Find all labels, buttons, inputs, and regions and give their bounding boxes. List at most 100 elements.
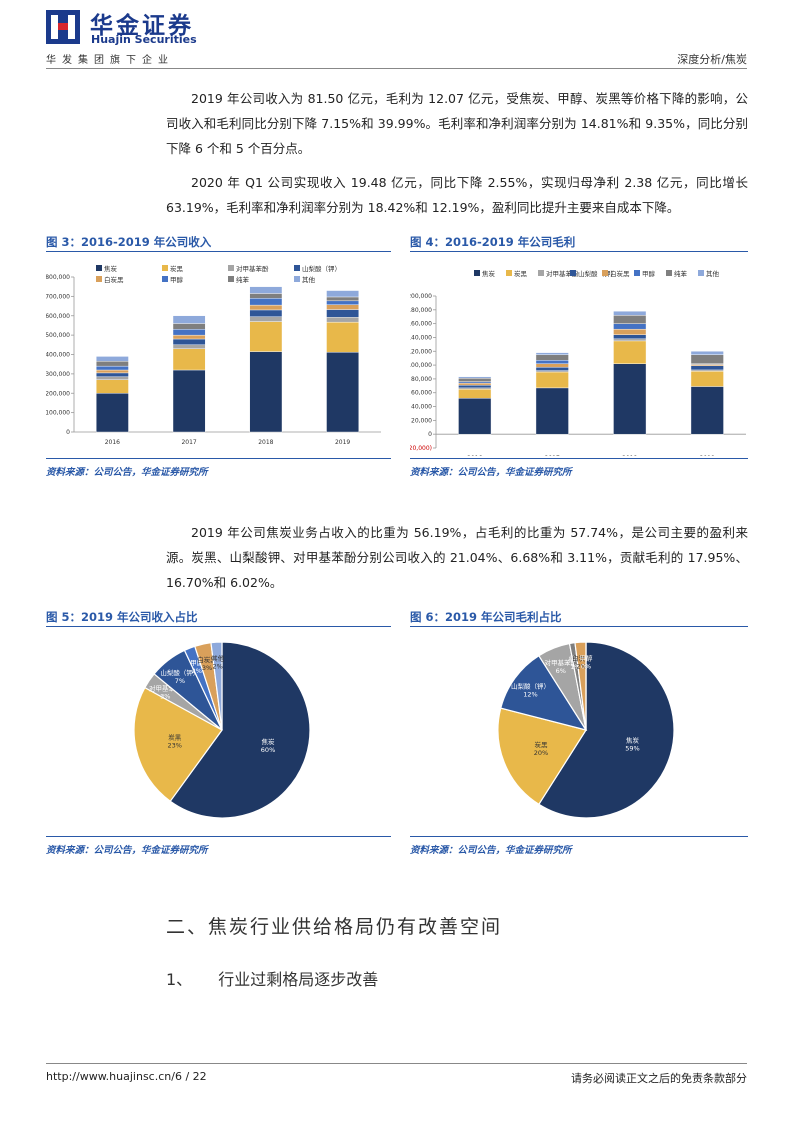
bar-segment	[172, 348, 206, 371]
legend-label: 对甲基苯酚	[236, 264, 269, 273]
bar-segment	[690, 371, 724, 387]
pie-slice	[538, 641, 675, 819]
legend-swatch	[294, 265, 300, 271]
y-tick-label: (20,000)	[410, 445, 432, 452]
legend-swatch	[634, 270, 640, 276]
bar-segment	[535, 354, 569, 361]
bar-segment	[326, 321, 359, 353]
y-tick-label: 180,000	[410, 307, 432, 314]
bar-segment	[535, 370, 569, 373]
y-tick-label: 400,000	[46, 352, 70, 359]
paragraph-2: 2020 年 Q1 公司实现收入 19.48 亿元，同比下降 2.55%，实现归…	[166, 170, 748, 220]
pie-slice-name: 焦炭	[262, 737, 276, 746]
bar-segment	[172, 338, 206, 346]
y-tick-label: 800,000	[46, 274, 70, 281]
y-tick-label: 600,000	[46, 313, 70, 320]
pie-slice-percent: 3%	[160, 692, 170, 700]
figure-4-source: 资料来源：公司公告，华金证券研究所	[410, 467, 572, 478]
pie-slice-percent: 1%	[570, 663, 580, 671]
legend-swatch	[96, 265, 102, 271]
bar-segment	[249, 293, 283, 299]
y-tick-label: 300,000	[46, 371, 70, 378]
x-tick-label: 2019	[700, 455, 715, 456]
y-tick-label: 100,000	[410, 362, 432, 369]
y-tick-label: 40,000	[411, 404, 432, 411]
legend-swatch	[698, 270, 704, 276]
legend-swatch	[666, 270, 672, 276]
pie-slice	[500, 654, 588, 731]
footer-disclaimer: 请务必阅读正文之后的免责条款部分	[571, 1072, 747, 1085]
legend-label: 炭黑	[170, 265, 184, 273]
figure-3-title: 图 3：2016-2019 年公司收入	[46, 235, 212, 249]
paragraph-1-text: 2019 年公司收入为 81.50 亿元，毛利为 12.07 亿元，受焦炭、甲醇…	[166, 91, 748, 156]
y-tick-label: 100,000	[46, 410, 70, 417]
figure-4-rule	[410, 251, 748, 252]
bar-segment	[96, 379, 129, 394]
bar-segment	[613, 323, 647, 330]
y-tick-label: 140,000	[410, 334, 432, 341]
legend-label: 焦炭	[482, 269, 496, 278]
bar-segment	[613, 340, 647, 364]
bar-segment	[249, 304, 283, 311]
x-tick-label: 2017	[181, 439, 196, 446]
legend-label: 炭黑	[514, 270, 528, 278]
pie-slice-percent: 12%	[523, 691, 537, 699]
bar-segment	[326, 304, 359, 310]
pie-slice-name: 对甲基苯酚	[544, 658, 577, 667]
figure-6-title: 图 6：2019 年公司毛利占比	[410, 610, 562, 624]
legend-label: 白炭黑	[104, 275, 124, 284]
y-tick-label: 160,000	[410, 321, 432, 328]
pie-slice-percent: 6%	[556, 667, 566, 675]
bar-segment	[613, 334, 647, 340]
paragraph-3-text: 2019 年公司焦炭业务占收入的比重为 56.19%，占毛利的比重为 57.74…	[166, 525, 748, 590]
bar-segment	[458, 398, 492, 435]
y-tick-label: 120,000	[410, 348, 432, 355]
figure-5-bottom-rule	[46, 836, 391, 837]
legend-label: 纯苯	[236, 275, 250, 284]
bar-segment	[172, 369, 206, 433]
pie-slice-percent: 2%	[192, 667, 202, 675]
pie-slice-name: 甲醇	[190, 658, 204, 667]
pie-slice-percent: 2%	[213, 662, 223, 670]
bar-segment	[613, 315, 647, 324]
pie-slice-name: 焦炭	[626, 736, 640, 745]
subsection-number: 1、	[166, 970, 193, 989]
paragraph-2-text: 2020 年 Q1 公司实现收入 19.48 亿元，同比下降 2.55%，实现归…	[166, 175, 748, 215]
y-tick-label: 700,000	[46, 293, 70, 300]
bar-segment	[249, 309, 283, 317]
pie-slice-name: 白炭黑	[572, 653, 592, 662]
bar-segment	[535, 363, 569, 368]
bar-segment	[172, 323, 206, 330]
bar-segment	[326, 290, 359, 298]
legend-label: 山梨酸（钾）	[302, 264, 341, 273]
figure-3-rule	[46, 251, 391, 252]
pie-slice	[210, 641, 223, 731]
pie-slice-percent: 60%	[261, 746, 275, 754]
bar-segment	[172, 334, 206, 340]
pie-slice-name: 对甲基苯酚	[149, 683, 182, 692]
bar-segment	[249, 321, 283, 352]
bar-segment	[458, 387, 492, 390]
legend-swatch	[294, 276, 300, 282]
legend-label: 其他	[706, 269, 720, 278]
legend-label: 焦炭	[104, 264, 118, 273]
bar-segment	[458, 378, 492, 382]
pie-slice-name: 山梨酸（钾）	[160, 668, 199, 677]
pie-slice-percent: 59%	[625, 745, 639, 753]
bar-segment	[249, 351, 283, 433]
bar-segment	[326, 317, 359, 323]
bar-segment	[458, 382, 492, 386]
group-tagline: 华发集团旗下企业	[46, 55, 174, 66]
x-tick-label: 2017	[545, 455, 560, 456]
pie-slice	[497, 707, 587, 806]
bar-segment	[326, 351, 359, 433]
y-tick-label: 20,000	[411, 417, 432, 424]
figure-5-rule	[46, 626, 391, 627]
footer-url-link[interactable]: http://www.huajinsc.cn/6 / 22	[46, 1070, 207, 1083]
figure-5-source: 资料来源：公司公告，华金证券研究所	[46, 845, 208, 856]
bar-segment	[326, 300, 359, 305]
figure-6-bottom-rule	[410, 836, 748, 837]
bar-segment	[326, 296, 359, 302]
huajin-logo-icon	[46, 10, 80, 44]
